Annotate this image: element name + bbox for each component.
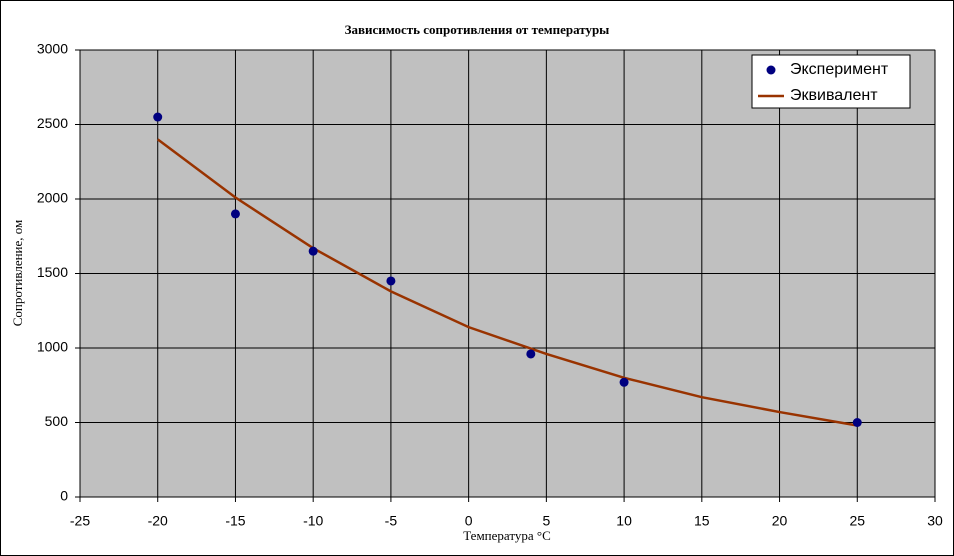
legend-label: Эквивалент xyxy=(790,87,878,104)
legend: Эксперимент Эквивалент xyxy=(751,54,911,109)
y-tick-label: 0 xyxy=(60,488,68,504)
grid: 0 500 1000 1500 2000 2500 3000 -25 -20 -15 -10 -5 0 5… xyxy=(37,41,943,529)
x-axis-label: Температура °C xyxy=(463,528,551,543)
point xyxy=(230,209,240,219)
point xyxy=(619,377,629,387)
point xyxy=(308,246,318,256)
x-tick-label: 10 xyxy=(616,513,632,529)
point xyxy=(386,276,396,286)
legend-box xyxy=(751,54,911,109)
x-tick-label: 15 xyxy=(694,513,710,529)
line xyxy=(156,138,858,427)
x-tick-label: -20 xyxy=(148,513,168,529)
point xyxy=(526,349,536,359)
y-tick-label: 1000 xyxy=(37,339,68,355)
point xyxy=(153,112,163,122)
y-axis-label: Сопротивление, ом xyxy=(10,220,25,326)
x-tick-label: 20 xyxy=(772,513,788,529)
x-tick-label: -10 xyxy=(303,513,323,529)
x-tick-label: 0 xyxy=(465,513,473,529)
x-tick-label: -15 xyxy=(225,513,245,529)
x-tick-label: 30 xyxy=(927,513,943,529)
y-tick-label: 2000 xyxy=(37,190,68,206)
y-tick-label: 2500 xyxy=(37,115,68,131)
legend-label: Эксперимент xyxy=(790,61,889,78)
x-tick-label: -25 xyxy=(70,513,90,529)
point xyxy=(852,418,862,427)
legend-marker xyxy=(766,65,776,75)
y-tick-label: 3000 xyxy=(37,41,68,57)
y-tick-label: 500 xyxy=(45,413,69,429)
y-tick-label: 1500 xyxy=(37,264,68,280)
x-tick-label: 25 xyxy=(849,513,865,529)
x-tick-label: -5 xyxy=(385,513,398,529)
chart-title: Зависимость сопротивления от температуры xyxy=(345,22,610,37)
marks xyxy=(153,112,862,427)
x-tick-label: 5 xyxy=(542,513,550,529)
